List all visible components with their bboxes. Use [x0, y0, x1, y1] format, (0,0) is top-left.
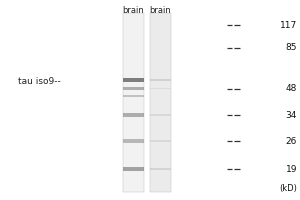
- Text: (kD): (kD): [279, 184, 297, 194]
- Text: 85: 85: [286, 44, 297, 52]
- Bar: [123, 95, 144, 97]
- Text: 48: 48: [286, 84, 297, 93]
- Text: brain: brain: [123, 6, 144, 15]
- Text: 26: 26: [286, 136, 297, 146]
- Bar: [123, 13, 144, 192]
- Bar: [123, 139, 144, 143]
- Text: tau iso9--: tau iso9--: [18, 76, 61, 86]
- Text: 19: 19: [286, 164, 297, 173]
- Bar: [123, 78, 144, 82]
- Bar: [123, 87, 144, 90]
- Bar: [150, 168, 171, 170]
- Bar: [123, 113, 144, 117]
- Bar: [150, 140, 171, 142]
- Bar: [150, 114, 171, 116]
- Text: 117: 117: [280, 21, 297, 29]
- Bar: [123, 167, 144, 171]
- Bar: [150, 88, 171, 89]
- Text: brain: brain: [150, 6, 171, 15]
- Bar: [150, 13, 171, 192]
- Bar: [150, 79, 171, 81]
- Text: 34: 34: [286, 110, 297, 119]
